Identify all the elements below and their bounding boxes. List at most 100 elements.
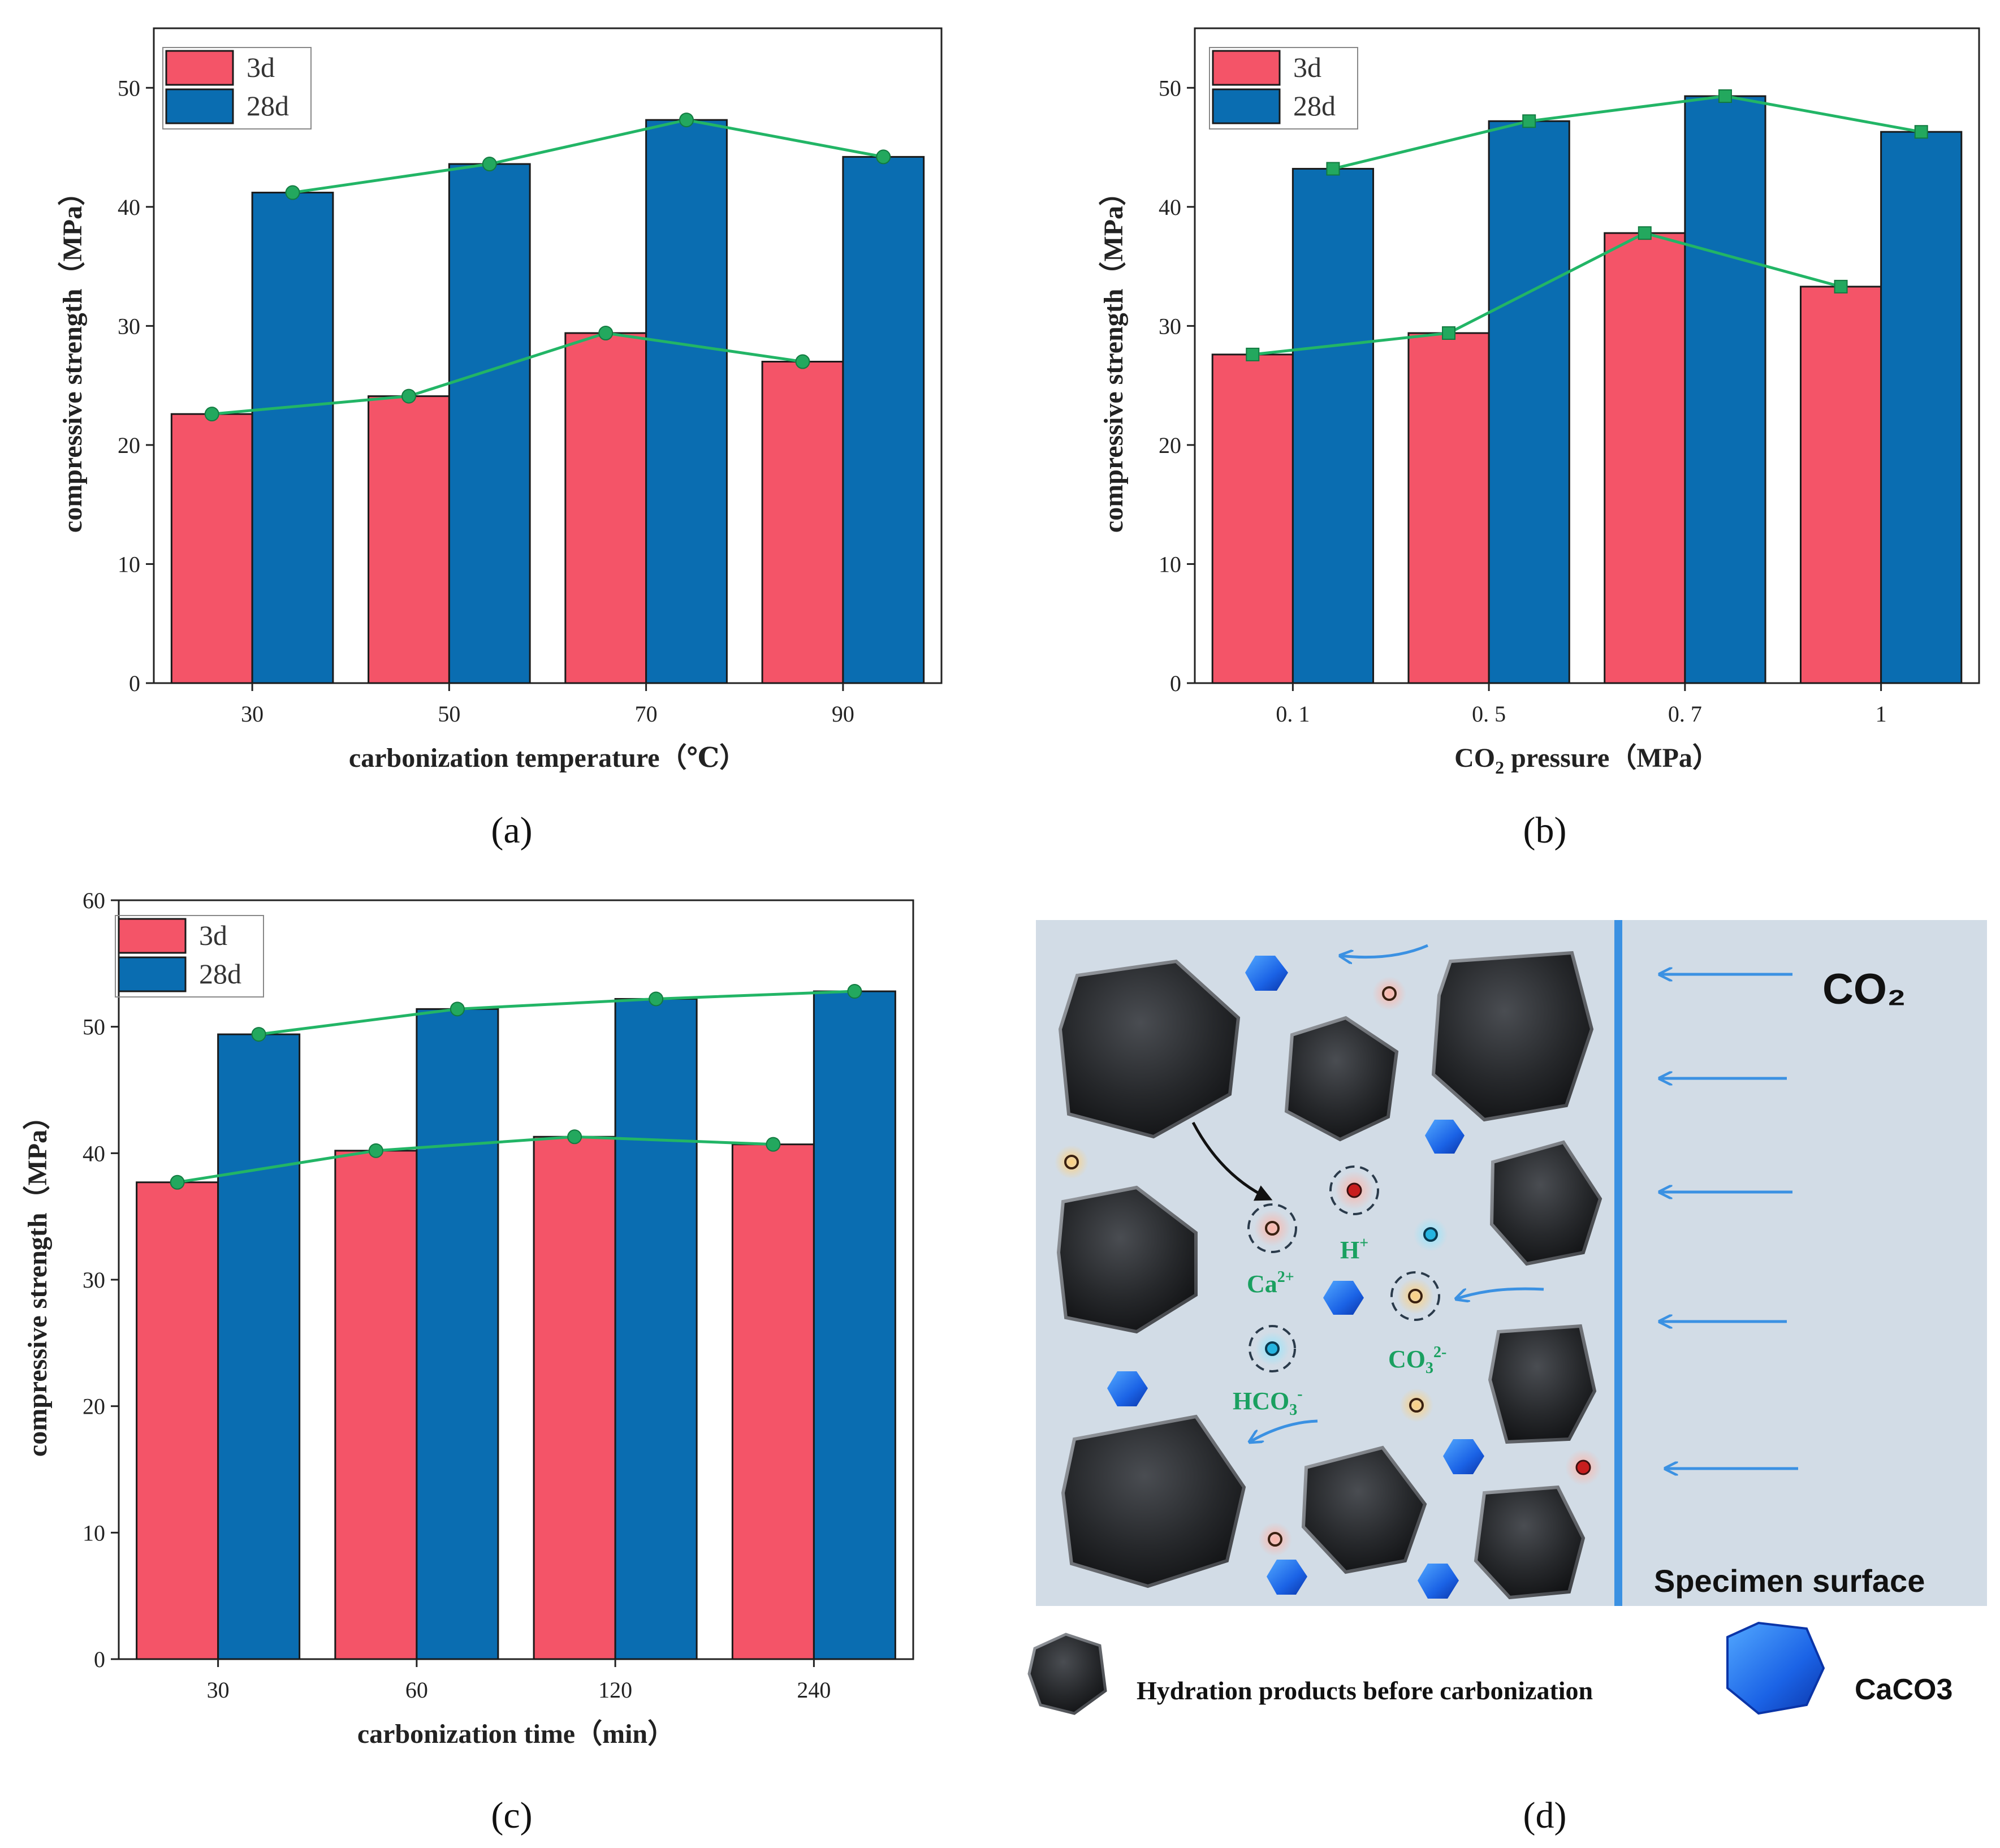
hydration-rock [1488, 1324, 1597, 1444]
x-tick-label: 30 [241, 701, 264, 727]
bar-28d-0.1 [1291, 167, 1375, 684]
legend-swatch-3d [1212, 50, 1281, 86]
trend-line-28d [292, 118, 884, 195]
caco3-crystal [1323, 1281, 1364, 1315]
x-axis-label: carbonization time（min） [357, 1719, 675, 1749]
caco3-crystals [1107, 956, 1484, 1599]
label-ca-ion: Ca2+ [1247, 1268, 1294, 1298]
legend-hydration-icon [1027, 1633, 1107, 1715]
legend-swatch-28d [165, 88, 234, 124]
legend-box [1209, 47, 1358, 129]
label-hco3-ion: HCO3- [1233, 1385, 1303, 1419]
legend-hydration-label: Hydration products before carbonization [1137, 1676, 1593, 1705]
label-co3-ion: CO32- [1388, 1344, 1446, 1377]
trend-line-3d [177, 1135, 774, 1184]
ion-ca-core [1265, 1221, 1280, 1236]
y-tick-label: 10 [1159, 551, 1181, 577]
point-28d-3 [847, 984, 862, 999]
bar-3d-70 [564, 332, 647, 684]
y-axis-label: compressive strength（MPa） [23, 1103, 53, 1457]
ion-co3 [1397, 1278, 1433, 1314]
point-28d-1 [450, 1001, 465, 1017]
ion-h-core [1575, 1460, 1591, 1475]
x-tick-label: 240 [797, 1677, 831, 1703]
legend-box [115, 915, 264, 998]
y-tick-label: 20 [1159, 433, 1181, 458]
co2-arrows [1660, 974, 1798, 1469]
bar-3d-240 [731, 1143, 815, 1660]
legend-swatch-28d [118, 956, 187, 992]
ion-hco3-core [1265, 1341, 1280, 1356]
caco3-crystal [1418, 1564, 1459, 1599]
y-tick-label: 40 [1159, 195, 1181, 220]
point-3d-1 [401, 388, 416, 404]
y-tick-label: 50 [83, 1014, 105, 1040]
ion-co3 [1399, 1388, 1433, 1422]
legend-swatch-3d [118, 918, 187, 954]
point-3d-2 [1638, 226, 1652, 240]
y-tick-label: 50 [1159, 75, 1181, 101]
bar-3d-30 [136, 1181, 219, 1660]
y-axis-label: compressive strength（MPa） [1099, 179, 1129, 533]
ion-h-ring [1329, 1165, 1379, 1215]
ion-co3-core [1409, 1398, 1424, 1413]
y-tick-label: 10 [83, 1520, 105, 1545]
ion-co3 [1055, 1145, 1088, 1179]
legend-label-3d: 3d [199, 919, 227, 951]
bar-28d-70 [645, 119, 728, 684]
point-28d-1 [482, 157, 497, 172]
bar-3d-0.7 [1604, 232, 1686, 684]
x-tick-label: 60 [405, 1677, 428, 1703]
point-3d-0 [1246, 347, 1260, 361]
bar-3d-0.1 [1211, 353, 1294, 684]
point-3d-2 [567, 1129, 582, 1145]
co2-label: CO₂ [1822, 965, 1906, 1013]
caco3-crystal [1107, 1371, 1148, 1406]
ion-ca [1372, 977, 1406, 1011]
hydration-rocks [1056, 951, 1602, 1600]
ion-hco3-core [1423, 1227, 1438, 1242]
trend-line-3d [1252, 231, 1842, 356]
bar-28d-50 [448, 163, 531, 684]
x-axis-label: carbonization temperature（℃） [349, 743, 746, 773]
y-tick-label: 60 [83, 888, 105, 913]
caco3-crystal [1267, 1560, 1307, 1595]
point-28d-0 [251, 1027, 266, 1042]
y-tick-label: 30 [118, 313, 140, 339]
caco3-crystal [1425, 1120, 1465, 1154]
panel-label-b: (b) [1523, 810, 1567, 851]
legend-label-28d: 28d [199, 958, 241, 990]
bar-3d-50 [368, 395, 450, 684]
y-tick-label: 40 [83, 1141, 105, 1166]
ion-co3-ring [1390, 1271, 1440, 1321]
point-28d-0 [1326, 162, 1340, 176]
x-tick-label: 120 [598, 1677, 632, 1703]
y-axis-label: compressive strength（MPa） [58, 179, 88, 533]
point-28d-2 [649, 991, 664, 1007]
x-axis-label: CO2 pressure（MPa） [1454, 743, 1720, 778]
ion-co3-core [1408, 1289, 1423, 1303]
bar-28d-1 [1880, 131, 1963, 684]
ion-ca-core [1382, 986, 1397, 1001]
ion-ca-core [1268, 1532, 1282, 1547]
y-tick-label: 30 [1159, 313, 1181, 339]
point-3d-3 [1834, 279, 1848, 293]
hydration-rock [1474, 1485, 1586, 1600]
diffusion-arrow [1250, 1419, 1318, 1442]
point-3d-1 [368, 1143, 383, 1158]
ion-hco3-ring [1249, 1325, 1296, 1372]
x-tick-label: 0. 1 [1276, 701, 1310, 727]
bar-3d-1 [1799, 286, 1882, 684]
bar-28d-240 [813, 990, 896, 1660]
x-tick-label: 50 [438, 701, 460, 727]
point-28d-3 [1914, 125, 1928, 139]
trend-line-28d [258, 990, 855, 1036]
y-tick-label: 40 [118, 195, 140, 220]
point-3d-1 [1442, 326, 1456, 340]
y-tick-label: 0 [129, 671, 140, 696]
plot-frame [1194, 27, 1980, 684]
